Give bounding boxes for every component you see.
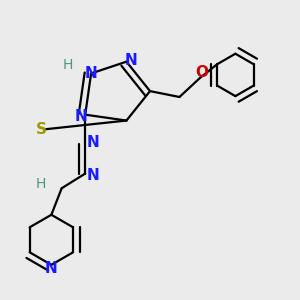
Text: H: H: [36, 177, 46, 191]
Text: S: S: [36, 122, 46, 137]
Text: H: H: [62, 58, 73, 72]
Text: N: N: [74, 109, 87, 124]
Text: N: N: [86, 135, 99, 150]
Text: N: N: [124, 53, 137, 68]
Text: N: N: [85, 66, 98, 81]
Text: O: O: [195, 65, 208, 80]
Text: N: N: [45, 261, 58, 276]
Text: N: N: [86, 167, 99, 182]
